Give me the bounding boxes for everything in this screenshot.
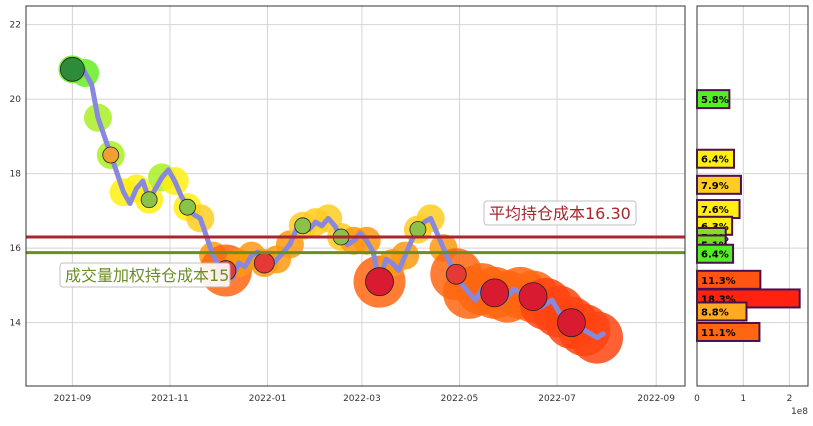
annotation-box: [59, 262, 231, 288]
fruit-marker: [179, 198, 196, 216]
histogram-plot-area: 5.8%6.4%7.9%7.6%6.3%5.0%5.1%6.4%11.3%18.…: [694, 5, 809, 417]
hist-bar-label: 5.8%: [701, 95, 729, 106]
fruit-marker: [253, 252, 275, 274]
main-plot-area: 平均持仓成本16.30 成交量加权持仓成本15 14 16 18 20 22 2021-09 2…: [10, 5, 686, 404]
hist-bar-label: 18.3%: [701, 294, 736, 305]
hist-bar-label: 7.9%: [701, 181, 729, 192]
x-tick-label: 2021-11: [151, 394, 189, 404]
y-tick-label: 16: [10, 244, 22, 254]
fruit-marker: [480, 278, 510, 308]
hist-x-tick-label: 1: [740, 394, 746, 404]
hist-bar-label: 6.4%: [701, 250, 729, 261]
fruit-marker: [140, 191, 158, 209]
x-tick-label: 2022-07: [538, 394, 576, 404]
fruit-marker: [102, 146, 120, 164]
hist-bar-label: 8.8%: [701, 307, 729, 318]
x-tick-label: 2022-05: [441, 394, 479, 404]
hist-exponent-label: 1e8: [791, 407, 808, 417]
hist-bar-label: 11.1%: [701, 328, 736, 339]
fruit-marker: [409, 221, 427, 238]
avg-cost-label: 平均持仓成本16.30: [489, 204, 631, 223]
y-tick-label: 18: [10, 170, 22, 180]
fruit-marker: [294, 217, 312, 235]
main-frame: [25, 5, 686, 387]
fruit-marker: [557, 308, 586, 338]
y-tick-label: 20: [10, 95, 22, 105]
hist-frame: [696, 5, 809, 387]
annotation-box: [483, 200, 637, 226]
x-tick-label: 2022-03: [343, 394, 381, 404]
x-tick-label: 2022-09: [637, 394, 675, 404]
x-tick-label: 2022-01: [249, 394, 287, 404]
x-tick-label: 2021-09: [54, 394, 92, 404]
hist-bar-label: 11.3%: [701, 276, 736, 287]
vwap-cost-label: 成交量加权持仓成本15: [65, 266, 229, 285]
y-tick-label: 14: [10, 319, 22, 329]
fruit-marker: [445, 263, 467, 285]
hist-x-tick-label: 0: [694, 394, 700, 404]
hist-bar-label: 6.4%: [701, 155, 729, 166]
hist-x-tick-label: 2: [787, 394, 793, 404]
fruit-marker: [518, 282, 548, 311]
y-tick-label: 22: [10, 21, 21, 31]
fruit-marker: [59, 56, 85, 82]
fruit-marker: [365, 267, 394, 297]
hist-bar-label: 7.6%: [701, 205, 729, 216]
